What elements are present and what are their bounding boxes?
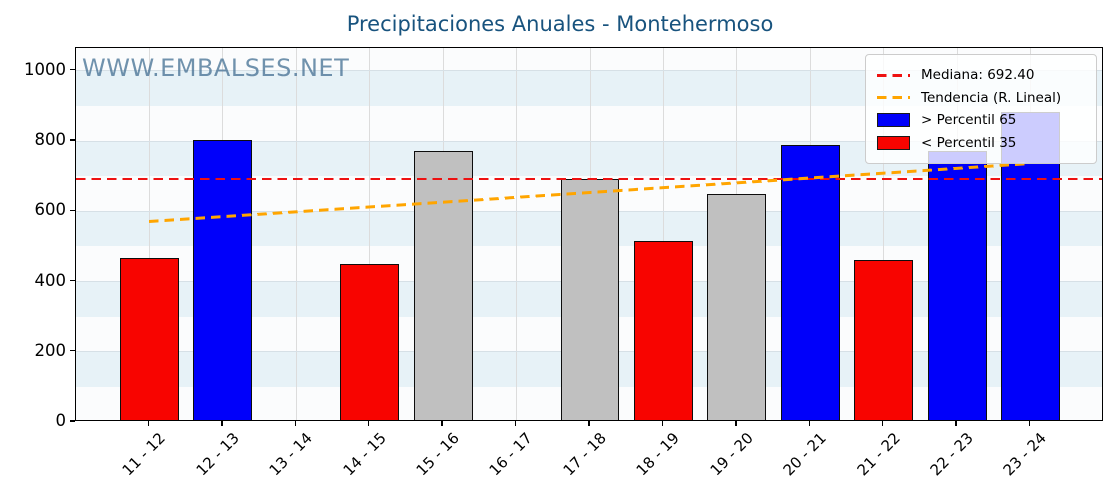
grid-line-vertical [516,48,518,420]
x-tick-label: 23 - 24 [1000,429,1051,480]
x-tick-mark [882,421,884,426]
legend-high-label: > Percentil 65 [921,112,1017,129]
grid-line-horizontal [76,70,1102,72]
x-tick-label: 19 - 20 [706,429,757,480]
median-line [76,177,1102,181]
bar-17-18 [560,178,620,420]
grid-line-vertical [295,48,297,420]
x-tick-label: 13 - 14 [265,429,317,480]
x-tick-label: 18 - 19 [632,429,684,480]
y-tick-mark [70,139,75,141]
x-tick-mark [441,421,443,426]
bar-18-19 [634,241,693,420]
x-tick-label: 15 - 16 [412,429,463,480]
x-tick-label: 21 - 22 [853,429,904,480]
legend-trend-label: Tendencia (R. Lineal) [921,89,1062,106]
bar-20-21 [780,144,840,420]
x-tick-label: 16 - 17 [486,429,537,480]
legend-item-high: > Percentil 65 [877,109,1085,132]
x-tick-mark [955,421,957,426]
bar-22-23 [927,150,987,420]
y-tick-mark [70,350,75,352]
watermark: WWW.EMBALSES.NET [82,54,350,82]
plot-inner: WWW.EMBALSES.NET [76,48,1102,420]
grid-line-vertical [369,48,371,420]
y-tick-label: 600 [34,200,67,220]
bar-19-20 [707,194,767,420]
bar-11-12 [120,257,179,420]
bar-15-16 [413,151,473,420]
y-tick-label: 1000 [24,59,66,79]
grid-line-vertical [148,48,150,420]
bar-12-13 [193,140,253,420]
legend-low-label: < Percentil 35 [921,134,1017,151]
x-tick-mark [661,421,664,426]
grid-line-vertical [662,48,664,420]
median-dashed-line-icon [877,73,910,77]
y-tick-label: 800 [34,130,67,150]
x-tick-mark [147,421,150,426]
x-tick-label: 20 - 21 [779,429,831,480]
y-tick-label: 400 [34,270,67,290]
trend-dashed-line-icon [877,96,910,100]
x-tick-label: 12 - 13 [192,429,243,480]
y-tick-label: 0 [55,411,67,430]
grid-line-vertical [883,48,885,420]
y-tick-mark [70,420,75,422]
legend: Mediana: 692.40 Tendencia (R. Lineal) > … [865,54,1097,164]
x-tick-mark [588,421,590,426]
x-tick-mark [221,421,223,426]
x-tick-label: 11 - 12 [118,429,170,480]
x-tick-label: 22 - 23 [926,429,977,480]
y-tick-mark [70,209,75,211]
x-tick-label: 14 - 15 [339,429,390,480]
x-tick-label: 17 - 18 [559,429,610,480]
legend-item-low: < Percentil 35 [877,132,1085,155]
blue-swatch-icon [877,113,910,128]
y-tick-mark [70,279,75,282]
x-tick-mark [808,421,810,426]
legend-item-trend: Tendencia (R. Lineal) [877,87,1085,110]
legend-item-median: Mediana: 692.40 [877,64,1085,87]
grid-line-horizontal [76,140,1102,142]
y-tick-mark [70,69,75,71]
x-tick-mark [514,421,517,426]
bar-21-22 [854,260,914,420]
x-tick-mark [1028,421,1031,426]
legend-median-label: Mediana: 692.40 [921,67,1035,84]
x-tick-mark [735,421,737,426]
bar-14-15 [340,263,400,420]
chart-title: Precipitaciones Anuales - Montehermoso [346,12,774,36]
x-tick-mark [368,421,370,426]
y-tick-label: 200 [34,340,67,360]
x-tick-mark [294,421,296,426]
red-swatch-icon [877,135,910,150]
